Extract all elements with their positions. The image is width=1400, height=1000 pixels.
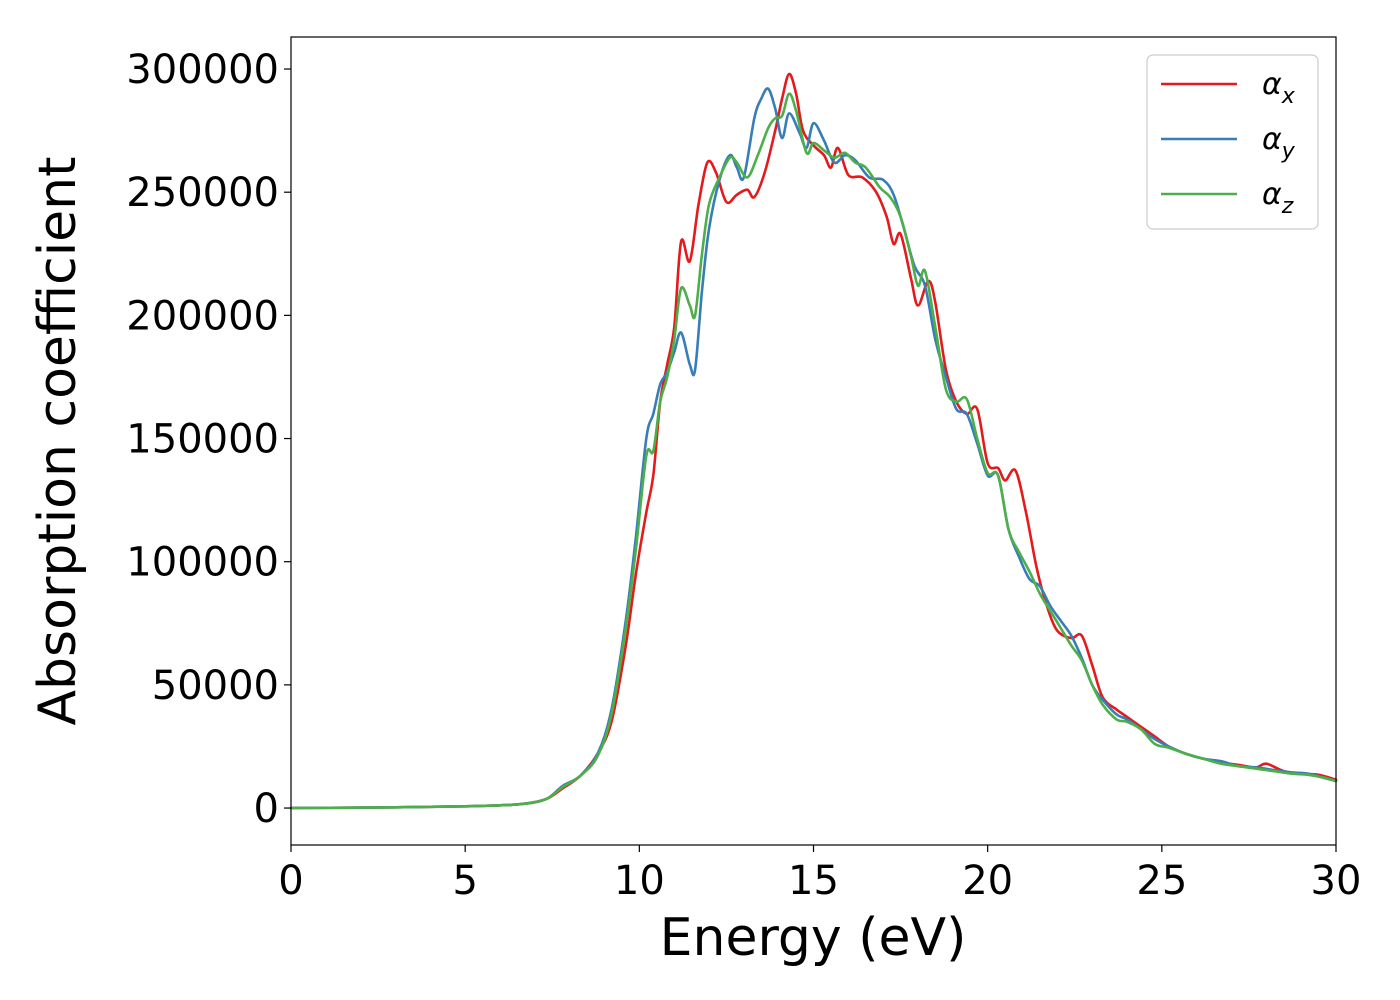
- series-line-z: [289, 92, 1338, 810]
- y-tick-label: 50000: [152, 663, 279, 709]
- x-tick-label: 15: [788, 858, 839, 904]
- x-tick-label: 30: [1311, 858, 1362, 904]
- x-tick-label: 25: [1136, 858, 1187, 904]
- y-tick-label: 250000: [126, 170, 279, 216]
- y-tick-label: 200000: [126, 293, 279, 339]
- y-axis: 0 50000 100000 150000 200000 250000 300000: [126, 47, 291, 832]
- x-tick-label: 20: [962, 858, 1013, 904]
- x-tick-label: 10: [614, 858, 665, 904]
- legend-symbol: α: [1262, 122, 1282, 157]
- y-tick-label: 100000: [126, 540, 279, 586]
- x-tick-label: 5: [452, 858, 477, 904]
- x-tick-label: 0: [278, 858, 303, 904]
- legend-label-x: αx: [1262, 67, 1296, 109]
- legend-subscript: x: [1281, 84, 1296, 109]
- series-line-x: [289, 72, 1338, 810]
- plot-series: [289, 72, 1338, 810]
- x-axis: 0 5 10 15 20 25 30: [278, 845, 1361, 904]
- legend-subscript: z: [1281, 194, 1294, 219]
- legend-symbol: α: [1262, 177, 1282, 212]
- legend-label-z: αz: [1262, 177, 1294, 219]
- y-tick-label: 150000: [126, 417, 279, 463]
- legend-subscript: y: [1281, 139, 1296, 164]
- legend-box: [1146, 54, 1319, 230]
- legend-symbol: α: [1262, 67, 1282, 102]
- y-tick-label: 0: [254, 786, 279, 832]
- legend-label-y: αy: [1262, 122, 1296, 164]
- x-axis-title: Energy (eV): [660, 908, 967, 968]
- y-tick-label: 300000: [126, 47, 279, 93]
- y-axis-title: Absorption coefficient: [28, 156, 88, 725]
- series-line-y: [289, 87, 1338, 810]
